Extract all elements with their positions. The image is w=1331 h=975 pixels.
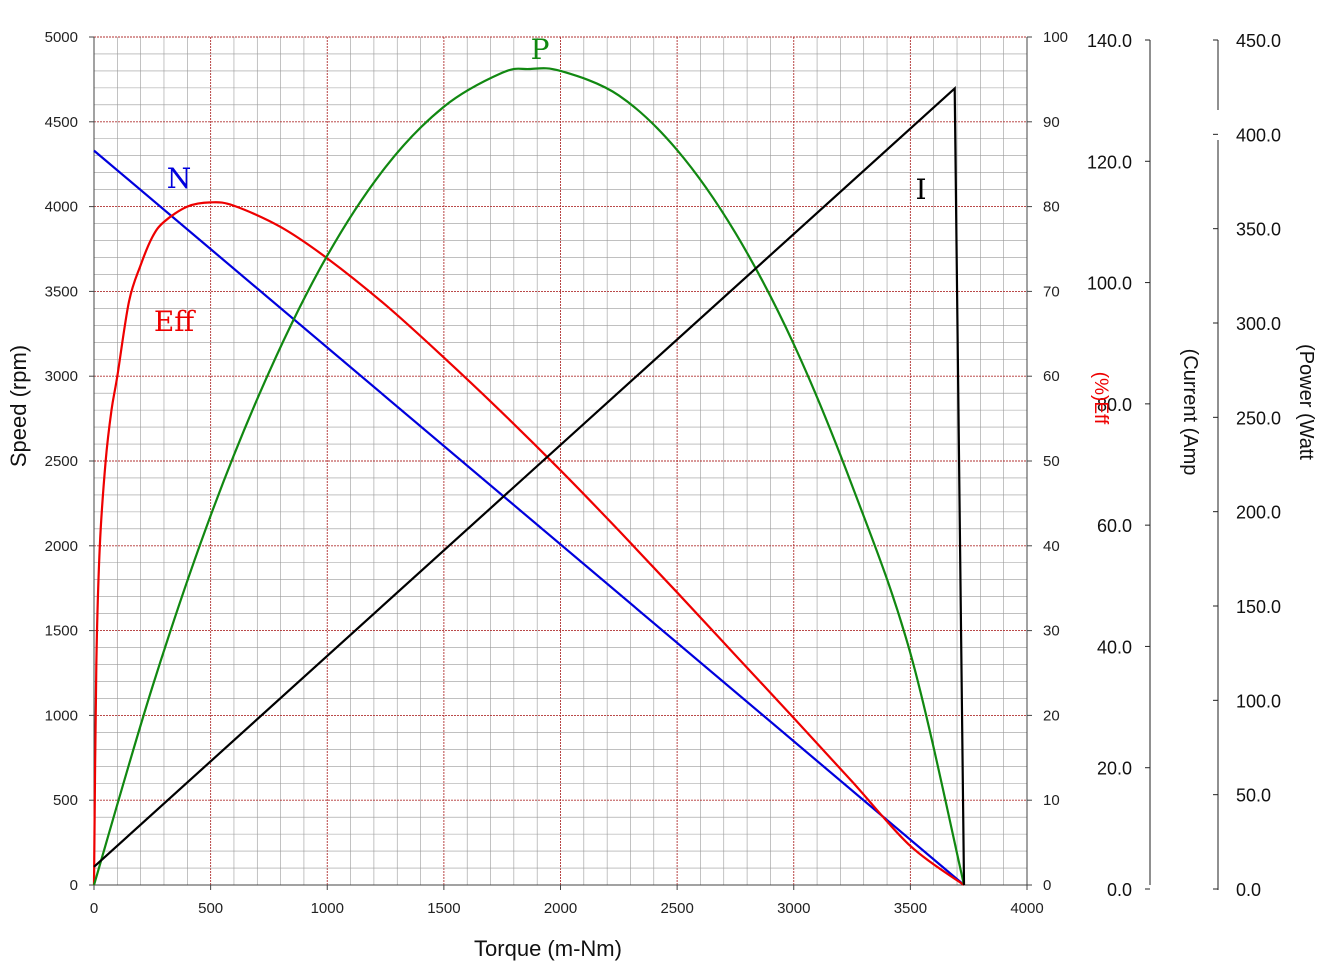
series-line-n: [93, 149, 965, 886]
current-tick-label: 0.0: [1107, 880, 1132, 900]
speed-tick-label: 4500: [45, 114, 78, 131]
x-tick-label: 3000: [777, 900, 810, 917]
power-tick-label: 150.0: [1236, 597, 1281, 617]
power-tick-label: 300.0: [1236, 314, 1281, 334]
x-tick-label: 2000: [544, 900, 577, 917]
speed-tick-label: 0: [70, 877, 78, 894]
speed-tick-label: 2500: [45, 453, 78, 470]
current-tick-label: 20.0: [1097, 759, 1132, 779]
eff-tick-label: 30: [1043, 623, 1060, 640]
series-line-i: [93, 86, 966, 886]
y-axis-title-current: (Current (Amp: [1179, 349, 1201, 476]
series-label-n: N: [167, 162, 192, 195]
x-axis-title: Torque (m-Nm): [474, 936, 622, 961]
y-axis-title-power: (Power (Watt: [1295, 344, 1317, 460]
eff-tick-label: 0: [1043, 877, 1051, 894]
power-tick-label: 0.0: [1236, 880, 1261, 900]
x-tick-label: 500: [198, 900, 223, 917]
current-tick-label: 80.0: [1097, 395, 1132, 415]
speed-tick-label: 1000: [45, 707, 78, 724]
current-tick-label: 60.0: [1097, 516, 1132, 536]
y-axis-title-speed: Speed (rpm): [6, 345, 31, 467]
power-tick-label: 350.0: [1236, 220, 1281, 240]
series-label-eff: Eff: [154, 305, 196, 338]
current-tick-label: 100.0: [1087, 274, 1132, 294]
x-tick-label: 1500: [427, 900, 460, 917]
series-label-p: P: [531, 33, 550, 66]
eff-tick-label: 90: [1043, 114, 1060, 131]
speed-tick-label: 2000: [45, 538, 78, 555]
speed-tick-label: 500: [53, 792, 78, 809]
speed-tick-label: 5000: [45, 29, 78, 46]
current-tick-label: 40.0: [1097, 637, 1132, 657]
speed-tick-label: 4000: [45, 199, 78, 216]
speed-tick-label: 3500: [45, 283, 78, 300]
power-tick-label: 400.0: [1236, 125, 1281, 145]
power-tick-label: 200.0: [1236, 503, 1281, 523]
eff-tick-label: 50: [1043, 453, 1060, 470]
series-line-p: [92, 67, 966, 886]
power-tick-label: 450.0: [1236, 31, 1281, 51]
grid: [93, 36, 1028, 886]
speed-tick-label: 1500: [45, 623, 78, 640]
eff-tick-label: 10: [1043, 792, 1060, 809]
x-tick-label: 0: [90, 900, 98, 917]
eff-tick-label: 40: [1043, 538, 1060, 555]
power-tick-label: 250.0: [1236, 408, 1281, 428]
x-tick-label: 3500: [894, 900, 927, 917]
x-tick-label: 1000: [311, 900, 344, 917]
eff-tick-label: 20: [1043, 707, 1060, 724]
current-tick-label: 120.0: [1087, 152, 1132, 172]
x-tick-label: 4000: [1010, 900, 1043, 917]
series-line-eff: [92, 201, 965, 886]
tick-labels: 0 500 1000 1500 2000 2500 3000 3500 400005001000…: [45, 29, 1281, 917]
x-tick-label: 2500: [660, 900, 693, 917]
eff-tick-label: 70: [1043, 283, 1060, 300]
eff-tick-label: 60: [1043, 368, 1060, 385]
y-axis-title-eff: (%)Eff: [1090, 372, 1111, 425]
speed-tick-label: 3000: [45, 368, 78, 385]
current-tick-label: 140.0: [1087, 31, 1132, 51]
series-labels: N Eff P I: [154, 33, 927, 338]
series-curves: [92, 67, 966, 886]
power-tick-label: 100.0: [1236, 691, 1281, 711]
eff-tick-label: 80: [1043, 199, 1060, 216]
series-label-i: I: [915, 173, 926, 206]
eff-tick-label: 100: [1043, 29, 1068, 46]
power-tick-label: 50.0: [1236, 786, 1271, 806]
